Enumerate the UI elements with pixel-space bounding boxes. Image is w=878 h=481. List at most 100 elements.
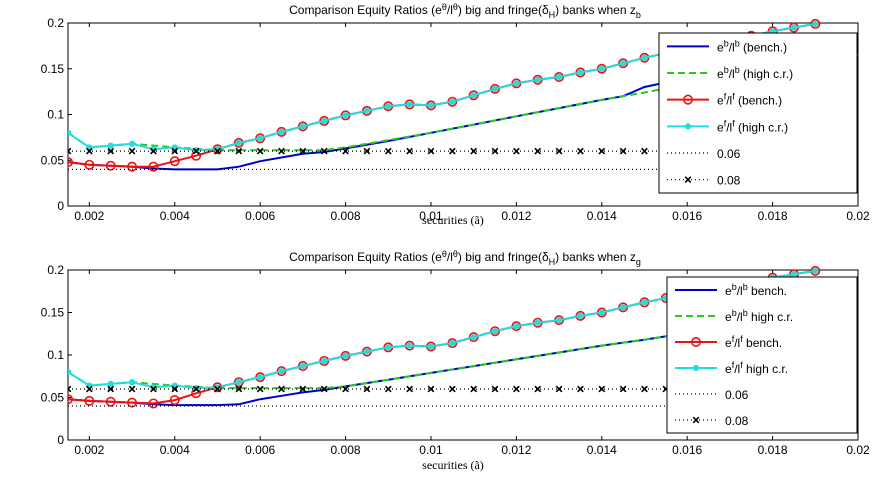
x-tick-label: 0.016 xyxy=(672,209,702,223)
data-point xyxy=(320,385,328,393)
data-point xyxy=(555,73,563,81)
data-point xyxy=(577,69,584,76)
x-tick-label: 0.002 xyxy=(74,209,104,223)
y-tick-label: 0.15 xyxy=(41,306,65,320)
chart-title: Comparison Equity Ratios (eθ/lθ) big and… xyxy=(289,2,641,20)
data-point xyxy=(577,312,584,319)
data-point xyxy=(128,385,136,393)
data-point xyxy=(85,385,93,393)
data-point xyxy=(619,385,627,393)
chart-title: Comparison Equity Ratios (eθ/lθ) big and… xyxy=(289,249,641,267)
data-point xyxy=(299,147,307,155)
data-point xyxy=(470,385,478,393)
data-point xyxy=(128,140,136,147)
data-point xyxy=(618,58,629,69)
data-point xyxy=(192,147,200,155)
data-point xyxy=(127,397,138,408)
x-tick-label: 0.008 xyxy=(331,209,361,223)
data-point xyxy=(105,396,116,407)
data-point xyxy=(214,385,221,393)
x-tick-label: 0.02 xyxy=(846,209,870,223)
x-tick-label: 0.014 xyxy=(587,209,617,223)
x-tick-label: 0.008 xyxy=(331,443,361,457)
legend-marker xyxy=(690,336,701,347)
data-point xyxy=(384,147,392,155)
x-tick-label: 0.012 xyxy=(501,209,531,223)
data-point xyxy=(406,342,413,349)
x-tick-label: 0.006 xyxy=(245,209,275,223)
data-point xyxy=(555,385,563,393)
x-tick-label: 0.02 xyxy=(846,443,870,457)
data-point xyxy=(128,147,136,155)
data-point xyxy=(321,117,328,125)
data-point xyxy=(363,107,371,114)
data-point xyxy=(68,368,72,376)
y-tick-label: 0.1 xyxy=(47,348,64,362)
legend-marker xyxy=(684,123,692,130)
data-point xyxy=(534,147,542,155)
data-point xyxy=(406,101,413,108)
data-point xyxy=(449,98,456,105)
data-point xyxy=(169,156,180,167)
data-point xyxy=(534,319,541,326)
data-point xyxy=(299,362,306,370)
data-point xyxy=(169,395,180,406)
data-point xyxy=(491,147,499,155)
data-point xyxy=(641,147,648,155)
data-point xyxy=(235,147,243,155)
data-point xyxy=(107,380,114,387)
legend-label: eb/lb (bench.) xyxy=(717,38,787,54)
data-point xyxy=(513,147,520,155)
x-axis-label: securities (ã) xyxy=(422,458,484,472)
data-point xyxy=(256,147,264,155)
data-point xyxy=(598,385,606,393)
data-point xyxy=(491,385,499,393)
data-point xyxy=(812,267,819,274)
legend-marker xyxy=(684,176,692,184)
data-point xyxy=(278,368,285,375)
data-point xyxy=(150,147,157,155)
data-point xyxy=(790,24,798,31)
data-point xyxy=(385,344,392,351)
data-point xyxy=(812,20,819,28)
x-tick-label: 0.014 xyxy=(587,443,617,457)
legend-label: ef/lf (high c.r.) xyxy=(717,118,788,134)
data-point xyxy=(127,161,138,172)
data-point xyxy=(321,357,328,365)
data-point xyxy=(427,147,435,155)
data-point xyxy=(470,147,478,155)
data-point xyxy=(148,161,159,172)
data-point xyxy=(192,385,200,393)
data-point xyxy=(363,385,371,393)
data-point xyxy=(513,80,520,87)
data-point xyxy=(150,385,157,393)
x-tick-label: 0.01 xyxy=(419,209,443,223)
x-tick-label: 0.004 xyxy=(160,209,190,223)
x-tick-label: 0.006 xyxy=(245,443,275,457)
legend: eb/lb (bench.) eb/lb (high c.r.) ef/lf (be… xyxy=(658,32,858,194)
y-tick-label: 0 xyxy=(57,433,64,447)
data-point xyxy=(84,395,95,406)
y-tick-label: 0.1 xyxy=(47,108,64,122)
y-tick-label: 0.05 xyxy=(41,153,65,167)
data-point xyxy=(276,366,287,377)
data-point xyxy=(171,385,179,393)
data-point xyxy=(342,112,349,119)
data-point xyxy=(449,340,456,347)
data-point xyxy=(598,147,606,155)
data-point xyxy=(235,379,242,386)
data-point xyxy=(470,334,477,341)
data-point xyxy=(598,309,605,316)
data-point xyxy=(256,385,264,393)
data-point xyxy=(105,160,116,171)
data-point xyxy=(448,147,456,155)
data-point xyxy=(278,147,285,155)
data-point xyxy=(577,147,584,155)
x-tick-label: 0.002 xyxy=(74,443,104,457)
data-point xyxy=(641,385,648,393)
y-tick-label: 0.05 xyxy=(41,391,65,405)
data-point xyxy=(555,147,563,155)
data-point xyxy=(385,103,392,110)
legend-label: 0.08 xyxy=(717,174,741,188)
data-point xyxy=(235,139,242,146)
